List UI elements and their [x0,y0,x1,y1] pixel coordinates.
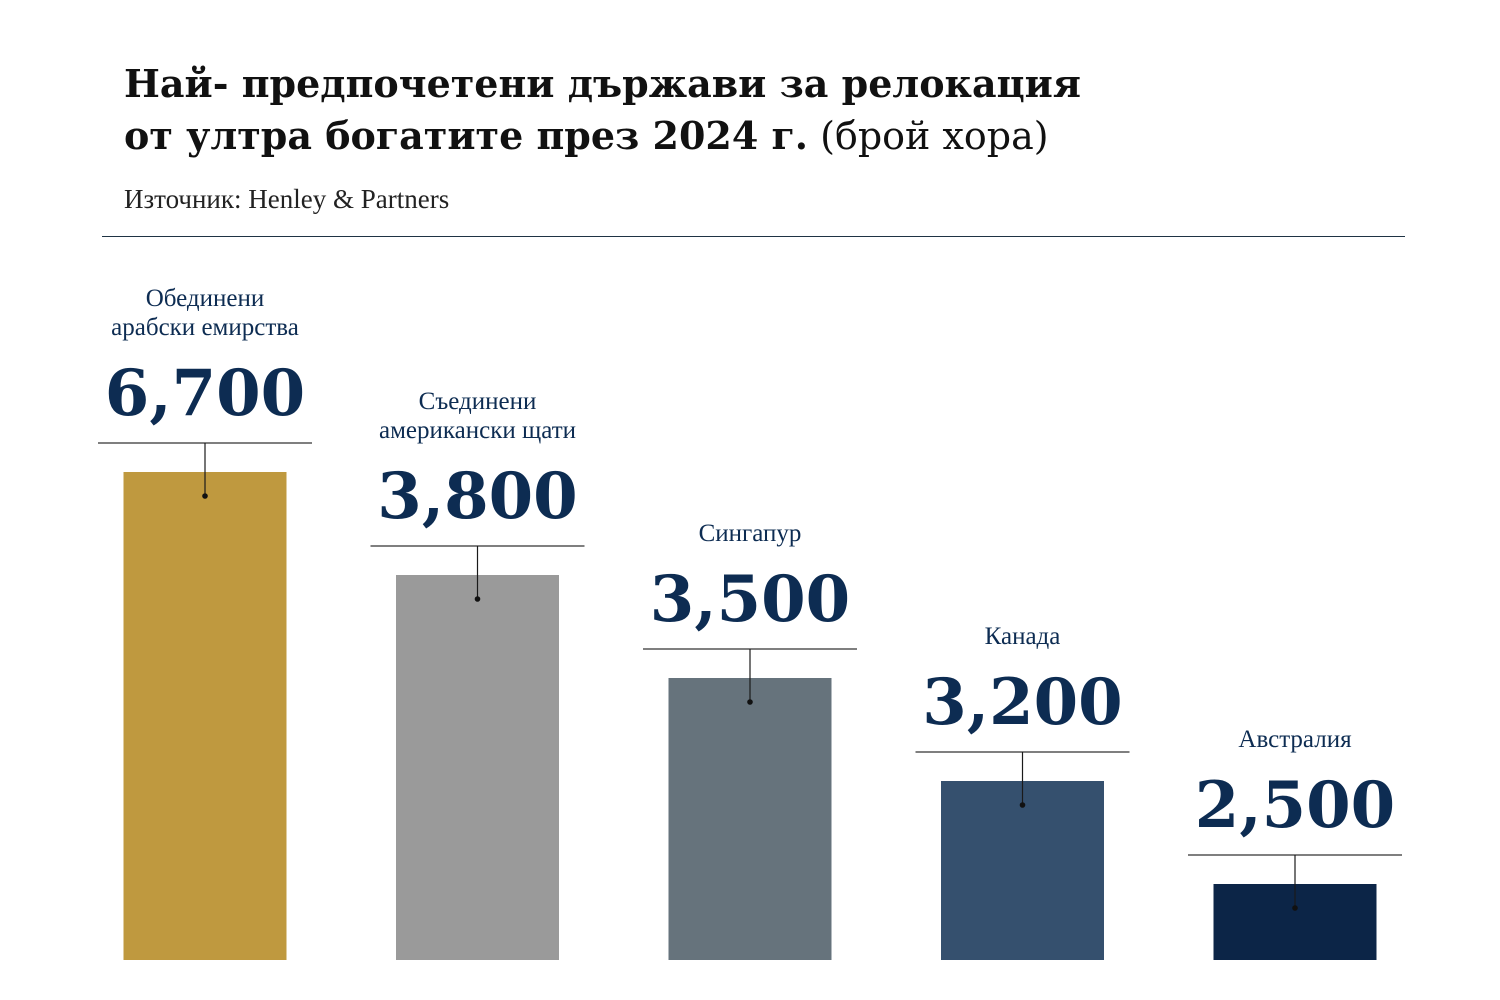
category-label: Австралия [1238,726,1352,753]
value-label: 3,800 [377,459,577,534]
category-label: Обединени [146,285,265,312]
category-label: Канада [985,623,1061,650]
bar-group: 3,200 Канада [915,623,1130,960]
category-label: Сингапур [699,520,802,547]
category-label: Съединени [419,388,537,415]
title-line-2-bold: от ултра богатите през 2024 г. [124,113,809,158]
title-unit: (брой хора) [808,114,1049,158]
value-label: 3,500 [650,562,850,637]
chart-source: Източник: Henley & Partners [124,184,450,214]
bar [668,678,832,960]
category-label: американски щати [379,417,576,444]
leader-dot [474,596,481,602]
header-divider [102,236,1405,237]
leader-dot [1019,802,1026,808]
value-label: 3,200 [922,665,1122,740]
bar [941,781,1104,960]
category-label: арабски емирства [111,314,299,341]
bar [396,575,559,960]
bar-group: 3,500 Сингапур [643,520,857,960]
title-line-1: Най- предпочетени държави за релокация [124,61,1081,106]
bar-group: 2,500 Австралия [1188,726,1402,960]
bar [123,472,287,960]
chart-title: Най- предпочетени държави за релокация о… [124,58,1374,162]
title-line-2: от ултра богатите през 2024 г. (брой хор… [124,110,1374,162]
value-label: 6,700 [105,356,305,431]
leader-dot [1292,905,1298,911]
value-label: 2,500 [1195,768,1395,843]
leader-dot [747,699,753,705]
leader-dot [202,493,208,499]
